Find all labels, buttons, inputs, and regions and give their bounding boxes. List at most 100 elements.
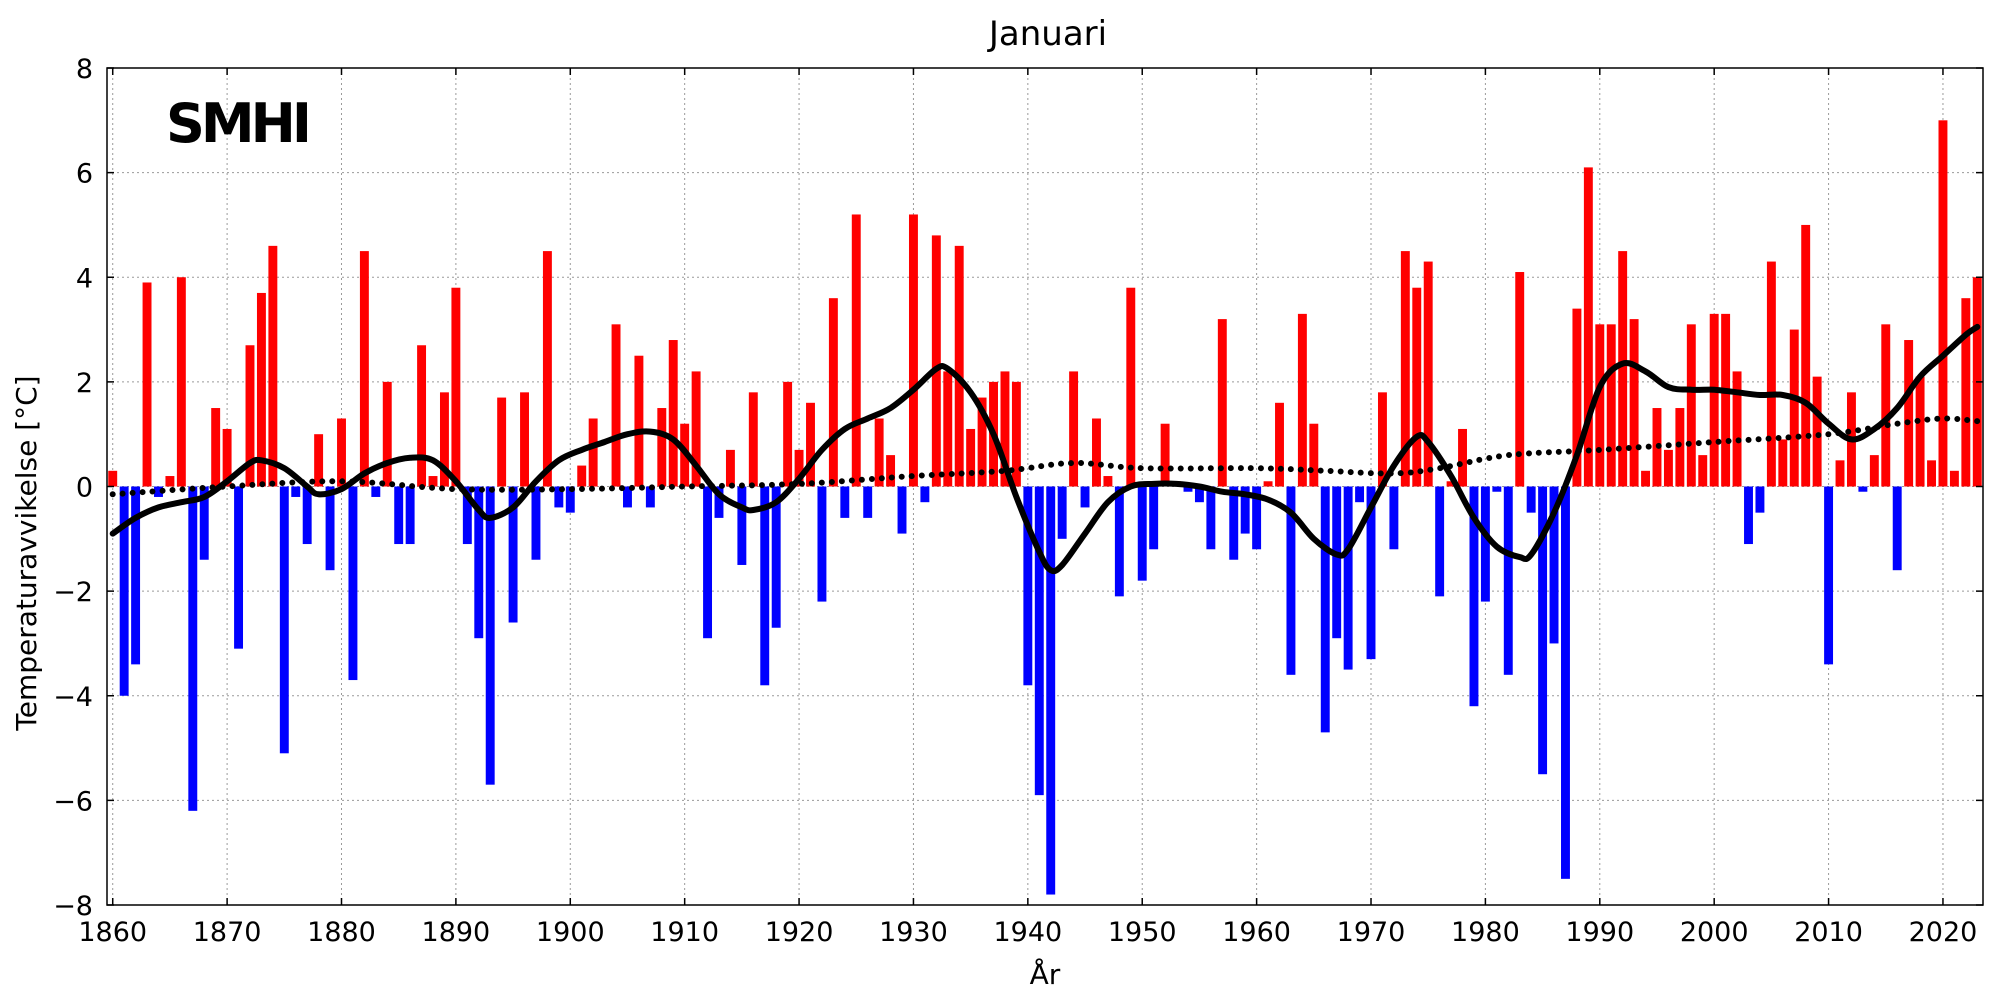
bar-1984 — [1526, 486, 1536, 513]
bar-1881 — [348, 486, 358, 681]
bar-1936 — [977, 397, 987, 487]
bar-1999 — [1698, 455, 1708, 487]
trend-line — [109, 415, 1981, 498]
bar-2004 — [1755, 486, 1765, 513]
bar-1985 — [1538, 486, 1548, 775]
bar-1996 — [1663, 449, 1673, 487]
x-tick-label: 1930 — [879, 917, 948, 948]
bar-1933 — [943, 371, 953, 487]
bar-2006 — [1778, 439, 1788, 487]
x-tick-label: 1970 — [1337, 917, 1406, 948]
bar-1920 — [794, 449, 804, 487]
bar-2002 — [1732, 371, 1742, 487]
bar-1960 — [1252, 486, 1262, 550]
bar-2015 — [1881, 324, 1891, 487]
bar-1918 — [771, 486, 781, 628]
bar-1901 — [577, 465, 587, 487]
chart-title: Januari — [987, 14, 1107, 54]
bar-2013 — [1858, 486, 1868, 492]
bar-2016 — [1892, 486, 1902, 571]
bar-1929 — [897, 486, 907, 534]
y-tick-label: 0 — [76, 473, 93, 504]
x-tick-label: 1990 — [1565, 917, 1634, 948]
bar-1952 — [1160, 423, 1170, 487]
bar-2007 — [1789, 329, 1799, 487]
bar-1941 — [1034, 486, 1044, 796]
bar-1977 — [1446, 481, 1456, 487]
bar-1990 — [1595, 324, 1605, 487]
bar-1895 — [508, 486, 518, 623]
bar-2018 — [1915, 376, 1925, 487]
bar-1884 — [382, 381, 392, 487]
bar-1955 — [1194, 486, 1204, 503]
bar-1947 — [1103, 476, 1113, 487]
y-tick-label: −8 — [53, 891, 93, 922]
bar-2017 — [1904, 340, 1914, 487]
bar-1954 — [1183, 486, 1193, 492]
bar-1890 — [451, 287, 461, 487]
bar-1959 — [1240, 486, 1250, 534]
bar-1989 — [1583, 167, 1593, 487]
bar-1923 — [828, 298, 838, 487]
bar-1957 — [1217, 319, 1227, 487]
x-axis-label: År — [1030, 957, 1061, 991]
x-tick-label: 1940 — [993, 917, 1062, 948]
bar-1964 — [1297, 313, 1307, 487]
line-series — [109, 323, 1981, 575]
bar-1987 — [1561, 486, 1570, 879]
x-tick-label: 1960 — [1222, 917, 1291, 948]
smoothed-line — [109, 323, 1981, 575]
x-tick-label: 1980 — [1451, 917, 1520, 948]
bar-2003 — [1744, 486, 1753, 545]
x-tick-label: 1890 — [422, 917, 491, 948]
x-tick-label: 2010 — [1794, 917, 1863, 948]
y-tick-label: 2 — [76, 368, 93, 399]
bar-1986 — [1549, 486, 1559, 644]
x-tick-label: 1910 — [650, 917, 719, 948]
bar-1882 — [359, 251, 369, 487]
bar-1961 — [1263, 481, 1273, 487]
bar-2011 — [1835, 460, 1845, 487]
y-tick-label: 8 — [76, 54, 93, 85]
bar-1867 — [188, 486, 198, 811]
bar-2019 — [1927, 460, 1936, 487]
bar-2009 — [1812, 376, 1822, 487]
bar-1873 — [256, 292, 266, 487]
bar-1909 — [668, 340, 678, 487]
bar-1938 — [1000, 371, 1010, 487]
bar-1921 — [806, 402, 815, 487]
bar-1915 — [737, 486, 747, 565]
x-tick-label: 2020 — [1909, 917, 1978, 948]
bar-1924 — [840, 486, 850, 518]
bar-1943 — [1057, 486, 1067, 539]
bar-1978 — [1458, 428, 1467, 487]
bar-1971 — [1377, 392, 1387, 487]
bar-1974 — [1412, 287, 1422, 487]
bar-1875 — [279, 486, 289, 754]
bar-1969 — [1355, 486, 1365, 503]
bar-1905 — [623, 486, 632, 508]
bar-2000 — [1709, 313, 1719, 487]
bar-1968 — [1343, 486, 1353, 670]
y-tick-label: −6 — [53, 786, 93, 817]
bar-1862 — [131, 486, 141, 665]
bar-1962 — [1275, 402, 1284, 487]
bar-1866 — [176, 277, 186, 487]
bar-1948 — [1114, 486, 1124, 597]
bar-1970 — [1366, 486, 1376, 660]
bar-1874 — [268, 245, 278, 487]
bar-1861 — [119, 486, 129, 696]
bar-1930 — [908, 214, 918, 487]
bar-2021 — [1949, 470, 1959, 487]
x-tick-label: 1900 — [536, 917, 605, 948]
bar-1976 — [1435, 486, 1445, 597]
x-tick-label: 1880 — [307, 917, 376, 948]
bar-1914 — [725, 449, 735, 487]
bar-1975 — [1423, 261, 1433, 487]
bar-1894 — [497, 397, 507, 487]
bar-1902 — [588, 418, 598, 487]
bar-1899 — [554, 486, 564, 508]
bar-series — [108, 120, 1982, 895]
bar-1906 — [634, 355, 644, 487]
bar-2020 — [1938, 120, 1948, 487]
